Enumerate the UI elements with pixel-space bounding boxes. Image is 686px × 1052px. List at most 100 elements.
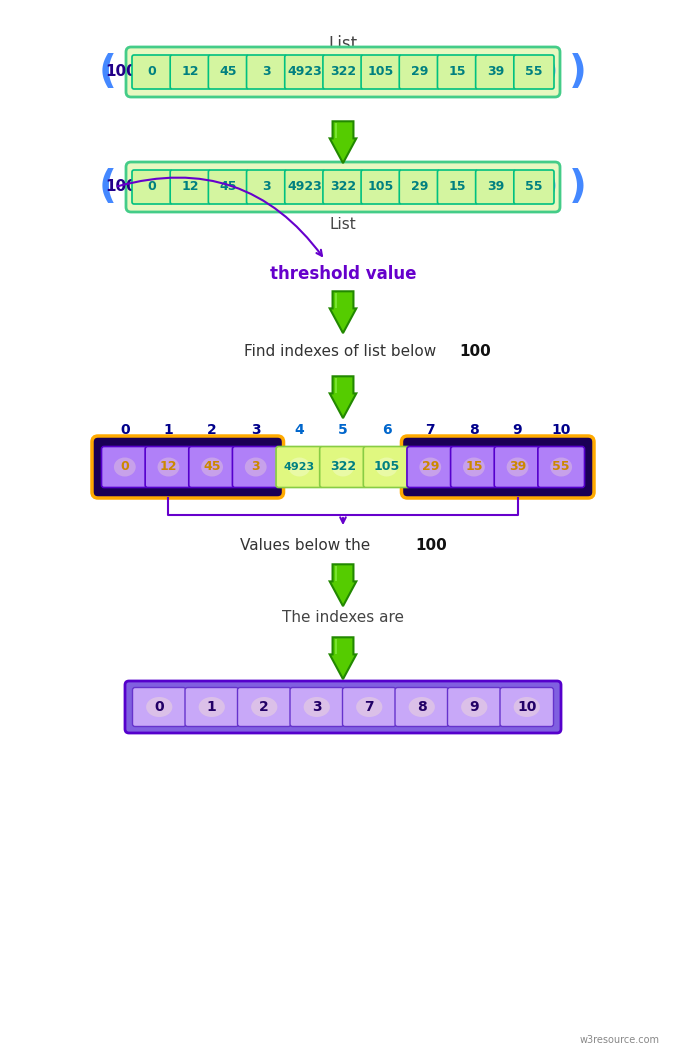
FancyBboxPatch shape <box>276 446 322 487</box>
Text: 105: 105 <box>368 65 394 79</box>
Ellipse shape <box>507 458 528 477</box>
Ellipse shape <box>463 458 485 477</box>
Text: 39: 39 <box>487 181 504 194</box>
Text: 45: 45 <box>203 461 221 473</box>
FancyBboxPatch shape <box>399 55 440 89</box>
Polygon shape <box>335 379 337 393</box>
Text: 55: 55 <box>525 181 543 194</box>
Text: w3resource.com: w3resource.com <box>580 1035 660 1045</box>
FancyBboxPatch shape <box>126 47 560 97</box>
FancyBboxPatch shape <box>285 170 325 204</box>
FancyBboxPatch shape <box>407 446 453 487</box>
Ellipse shape <box>304 697 330 717</box>
FancyBboxPatch shape <box>285 55 325 89</box>
Text: Find indexes of list below: Find indexes of list below <box>244 344 442 360</box>
Text: 5: 5 <box>338 423 348 437</box>
Text: 1: 1 <box>163 423 174 437</box>
Ellipse shape <box>550 458 572 477</box>
Text: (: ( <box>99 168 117 206</box>
Ellipse shape <box>409 697 435 717</box>
Text: (: ( <box>131 58 145 86</box>
Text: 0: 0 <box>120 423 130 437</box>
FancyBboxPatch shape <box>395 688 449 727</box>
FancyBboxPatch shape <box>438 170 477 204</box>
Polygon shape <box>330 377 356 418</box>
Text: 0: 0 <box>154 700 164 714</box>
Text: 29: 29 <box>422 461 439 473</box>
Text: 4: 4 <box>294 423 304 437</box>
FancyBboxPatch shape <box>401 436 594 498</box>
Text: 3: 3 <box>251 423 261 437</box>
Text: 4923: 4923 <box>287 181 322 194</box>
Text: 322: 322 <box>330 65 356 79</box>
Polygon shape <box>330 291 356 333</box>
Ellipse shape <box>288 458 310 477</box>
FancyBboxPatch shape <box>500 688 554 727</box>
FancyBboxPatch shape <box>209 55 248 89</box>
Text: 105: 105 <box>373 461 400 473</box>
Polygon shape <box>335 566 337 582</box>
Ellipse shape <box>199 697 225 717</box>
Text: 9: 9 <box>469 700 479 714</box>
Text: 100: 100 <box>105 180 137 195</box>
Text: (: ( <box>99 53 117 92</box>
Ellipse shape <box>146 697 172 717</box>
Text: 100: 100 <box>459 344 491 360</box>
FancyBboxPatch shape <box>399 170 440 204</box>
Text: 12: 12 <box>182 181 199 194</box>
FancyBboxPatch shape <box>132 55 172 89</box>
FancyBboxPatch shape <box>323 170 363 204</box>
FancyBboxPatch shape <box>170 55 211 89</box>
Text: 39: 39 <box>487 65 504 79</box>
FancyBboxPatch shape <box>102 446 148 487</box>
FancyBboxPatch shape <box>125 681 561 733</box>
FancyBboxPatch shape <box>447 688 501 727</box>
Text: 8: 8 <box>417 700 427 714</box>
Polygon shape <box>330 638 356 680</box>
Text: 8: 8 <box>469 423 479 437</box>
Text: 100: 100 <box>415 538 447 552</box>
Text: 15: 15 <box>449 181 466 194</box>
Text: 10: 10 <box>552 423 571 437</box>
FancyBboxPatch shape <box>290 688 344 727</box>
FancyBboxPatch shape <box>494 446 541 487</box>
Text: 45: 45 <box>220 181 237 194</box>
FancyBboxPatch shape <box>514 170 554 204</box>
Text: 100: 100 <box>105 64 137 80</box>
Text: The indexes are: The indexes are <box>282 609 404 625</box>
Text: ): ) <box>569 168 587 206</box>
Text: 322: 322 <box>330 181 356 194</box>
FancyBboxPatch shape <box>475 170 516 204</box>
Text: threshold value: threshold value <box>270 265 416 283</box>
Ellipse shape <box>114 458 136 477</box>
FancyBboxPatch shape <box>320 446 366 487</box>
Polygon shape <box>335 294 337 308</box>
Text: 4923: 4923 <box>284 462 315 472</box>
Ellipse shape <box>461 697 487 717</box>
Text: 7: 7 <box>425 423 435 437</box>
Polygon shape <box>335 123 337 139</box>
Ellipse shape <box>158 458 179 477</box>
Ellipse shape <box>376 458 398 477</box>
Text: (: ( <box>131 173 145 202</box>
Text: 3: 3 <box>262 65 271 79</box>
Text: 12: 12 <box>160 461 177 473</box>
Ellipse shape <box>201 458 223 477</box>
FancyBboxPatch shape <box>514 55 554 89</box>
FancyBboxPatch shape <box>170 170 211 204</box>
Text: 12: 12 <box>182 65 199 79</box>
Polygon shape <box>330 121 356 163</box>
Text: 29: 29 <box>411 181 428 194</box>
Text: List: List <box>330 218 356 232</box>
FancyBboxPatch shape <box>361 55 401 89</box>
Text: 55: 55 <box>552 461 570 473</box>
Text: ): ) <box>569 53 587 92</box>
Text: List: List <box>329 35 357 53</box>
Ellipse shape <box>356 697 382 717</box>
FancyBboxPatch shape <box>132 688 186 727</box>
FancyBboxPatch shape <box>246 170 287 204</box>
Polygon shape <box>335 640 337 654</box>
FancyBboxPatch shape <box>438 55 477 89</box>
FancyBboxPatch shape <box>323 55 363 89</box>
Text: 2: 2 <box>259 700 269 714</box>
